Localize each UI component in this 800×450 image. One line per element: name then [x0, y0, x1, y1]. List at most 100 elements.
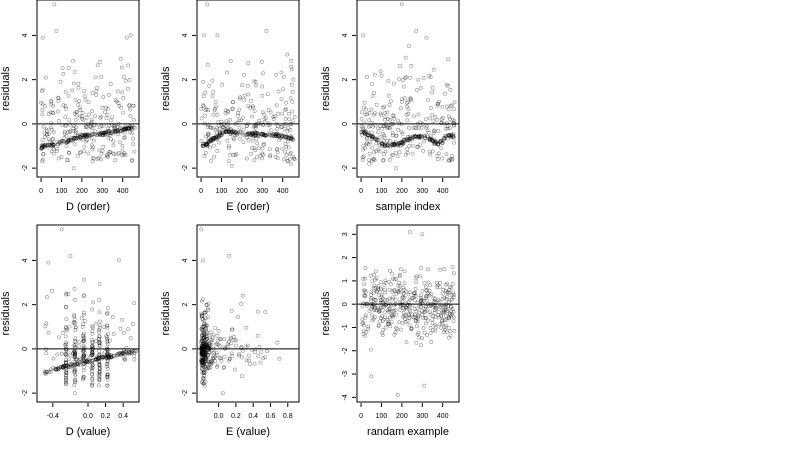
data-point [90, 147, 95, 152]
data-point [73, 98, 78, 103]
data-point [433, 296, 437, 301]
data-point [234, 152, 239, 157]
data-point [100, 148, 105, 153]
data-point [428, 106, 433, 110]
data-point [262, 133, 267, 138]
data-point [199, 349, 204, 354]
data-point [394, 326, 398, 330]
data-point [378, 316, 383, 320]
data-point [66, 150, 71, 155]
data-point [217, 355, 222, 360]
data-point [421, 298, 426, 303]
data-point [199, 350, 204, 355]
data-point [46, 330, 51, 335]
data-point [43, 324, 48, 329]
data-point [365, 112, 370, 117]
data-point [445, 126, 450, 131]
data-point [387, 287, 392, 292]
data-point [452, 100, 457, 105]
data-point [75, 361, 79, 366]
data-point [378, 305, 383, 310]
data-point [68, 254, 73, 258]
data-point [430, 139, 435, 144]
data-point [381, 138, 386, 143]
data-point [230, 353, 235, 358]
data-point [110, 315, 115, 319]
data-point [203, 370, 208, 375]
data-point [215, 365, 219, 369]
data-point [292, 115, 297, 119]
data-point [73, 362, 78, 366]
data-point [423, 136, 428, 141]
data-point [72, 342, 77, 347]
data-point [276, 134, 281, 138]
data-point [401, 141, 406, 146]
data-point [268, 132, 272, 137]
x-tick-label: 300 [256, 188, 268, 195]
data-point [393, 139, 398, 144]
data-point [218, 356, 223, 361]
data-point [97, 337, 102, 341]
data-point [227, 127, 232, 132]
data-point [285, 129, 290, 134]
data-point [378, 69, 383, 74]
data-point [56, 142, 60, 147]
data-point [89, 382, 94, 387]
data-point [203, 350, 208, 355]
data-point [83, 133, 87, 138]
data-point [131, 142, 136, 147]
data-point [78, 150, 83, 155]
data-point [226, 130, 231, 135]
data-point [385, 298, 390, 303]
data-point [402, 306, 407, 311]
data-point [107, 355, 112, 360]
data-point [199, 345, 204, 350]
data-point [90, 352, 95, 357]
data-point [41, 152, 46, 157]
data-point [406, 44, 411, 49]
data-point [430, 321, 435, 326]
data-point [361, 129, 366, 134]
data-point [444, 104, 449, 109]
data-point [440, 104, 445, 109]
data-point [205, 336, 209, 341]
data-point [105, 374, 110, 379]
data-point [281, 87, 285, 92]
data-point [391, 81, 396, 86]
data-point [201, 350, 206, 355]
data-point [204, 361, 209, 366]
data-point [112, 152, 117, 157]
data-point [359, 129, 364, 134]
data-point [210, 78, 215, 83]
data-point [228, 336, 233, 341]
data-point [83, 133, 87, 138]
data-point [97, 356, 102, 361]
data-point [44, 127, 49, 132]
data-point [406, 138, 411, 143]
data-point [276, 133, 281, 138]
data-point [115, 89, 120, 94]
data-point [200, 354, 205, 359]
data-point [279, 70, 284, 75]
data-point [77, 340, 81, 345]
data-point [383, 278, 388, 283]
data-point [421, 326, 426, 331]
data-point [204, 333, 209, 338]
data-point [386, 125, 391, 130]
data-point [400, 321, 405, 325]
data-point [407, 144, 412, 148]
data-point [423, 117, 428, 122]
data-point [107, 149, 112, 154]
data-point [97, 298, 102, 303]
data-point [227, 254, 231, 258]
data-point [226, 339, 231, 344]
data-point [424, 296, 429, 301]
data-point [440, 318, 445, 323]
data-point [47, 139, 52, 144]
data-point [56, 366, 61, 371]
data-point [202, 345, 207, 350]
data-point [212, 135, 217, 140]
data-point [54, 367, 59, 372]
data-point [106, 353, 111, 358]
data-point [199, 339, 204, 344]
